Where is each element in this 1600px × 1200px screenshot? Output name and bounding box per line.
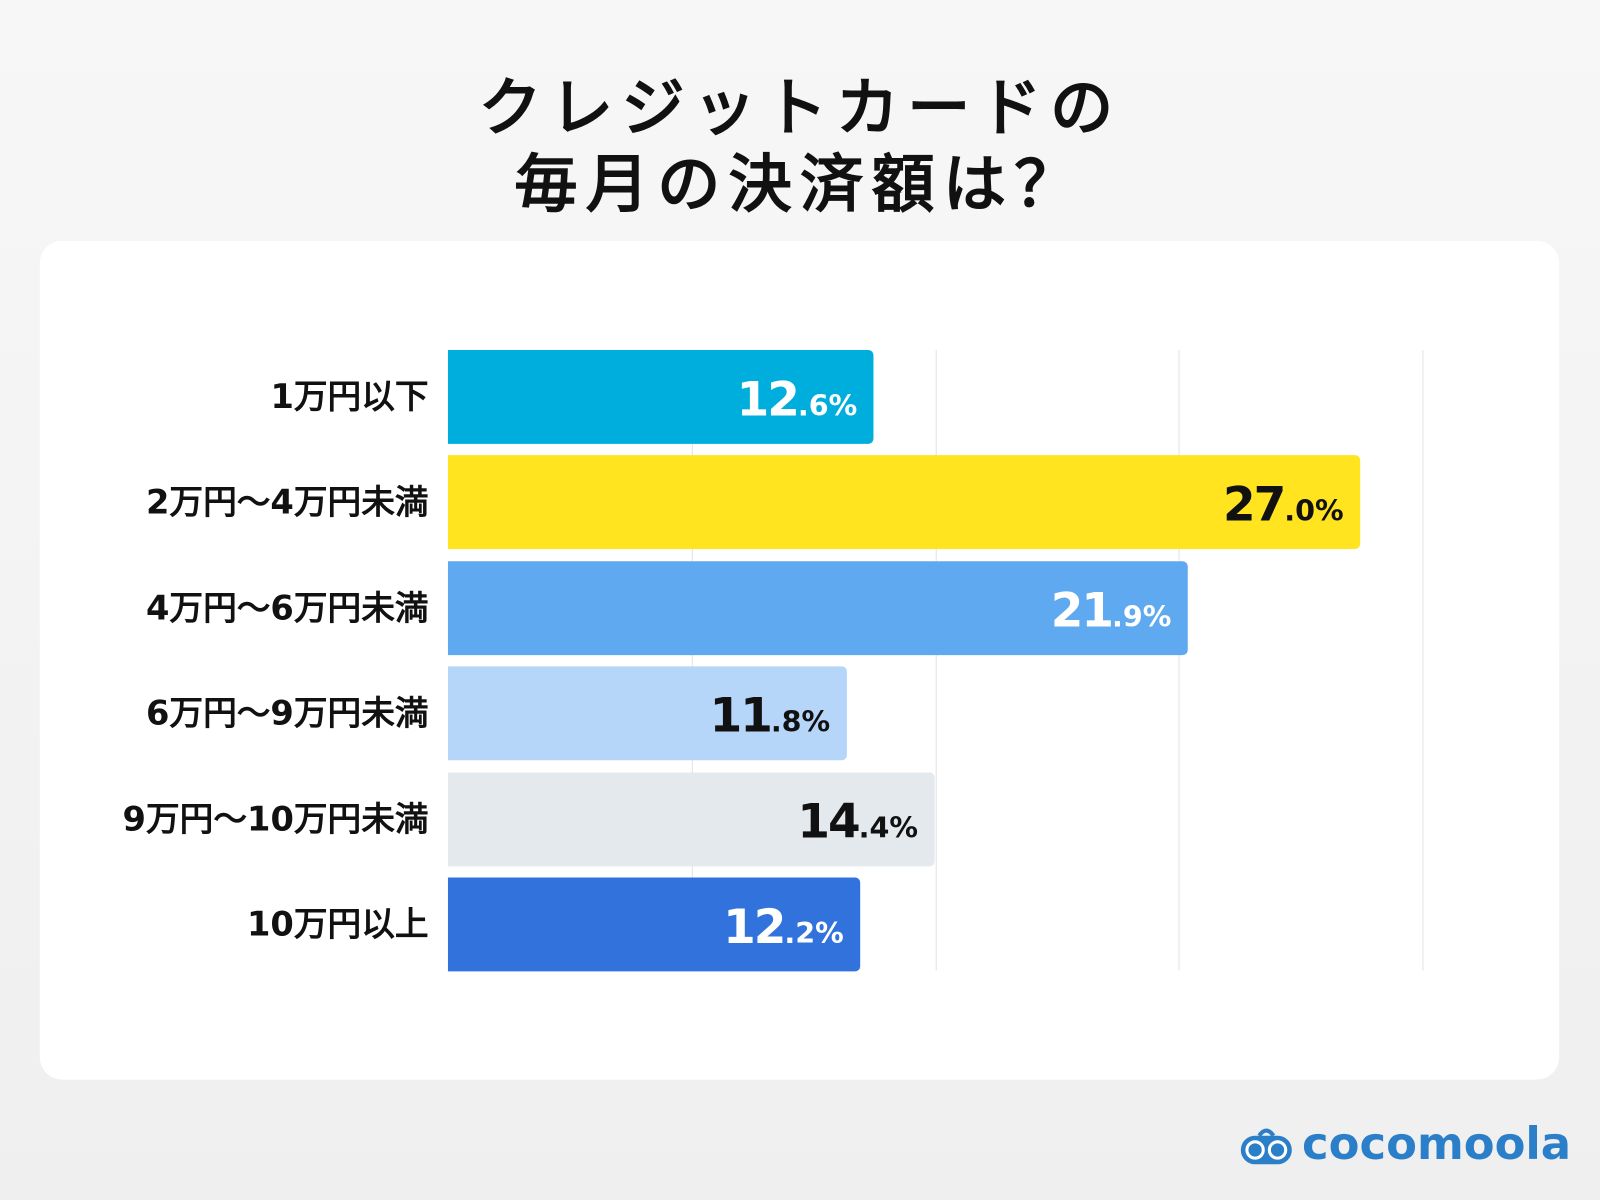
bar: 27.0%	[447, 455, 1360, 550]
data-label-integer: 12	[723, 898, 786, 955]
data-label: 12.6%	[737, 350, 858, 459]
data-label-decimal: .6%	[797, 388, 858, 423]
data-label-integer: 14	[797, 793, 860, 849]
cocomoola-logo-icon	[1240, 1128, 1292, 1164]
data-label-integer: 12	[736, 371, 800, 427]
category-label: 10万円以上	[247, 904, 429, 944]
chart-title-line-2: 毎月の決済額は？	[514, 146, 1086, 222]
gridline	[1422, 349, 1424, 971]
data-label-decimal: .2%	[784, 916, 844, 950]
category-label: 1万円以下	[270, 376, 429, 417]
bar: 21.9%	[447, 561, 1188, 655]
data-label-integer: 27	[1222, 476, 1286, 533]
data-label: 21.9%	[1051, 561, 1172, 670]
bar: 12.6%	[447, 349, 874, 444]
gridline	[935, 349, 937, 971]
category-label: 9万円〜10万円未満	[122, 798, 429, 839]
gridline	[691, 349, 693, 971]
data-label: 14.4%	[797, 772, 918, 881]
data-label: 27.0%	[1223, 455, 1344, 564]
data-label-decimal: .4%	[858, 810, 919, 845]
data-label-decimal: .9%	[1111, 599, 1172, 634]
brand-logo: cocomoola	[1239, 1118, 1571, 1170]
data-label-integer: 11	[709, 687, 773, 744]
data-label-decimal: .8%	[770, 705, 831, 739]
brand-name: cocomoola	[1302, 1118, 1572, 1171]
category-label: 2万円〜4万円未満	[145, 482, 429, 522]
data-label: 11.8%	[710, 667, 831, 776]
chart-title-line-1: クレジットカードの	[478, 70, 1122, 145]
category-label: 6万円〜9万円未満	[145, 693, 429, 733]
data-label: 12.2%	[723, 878, 844, 987]
data-label-decimal: .0%	[1284, 494, 1344, 528]
category-label: 4万円〜6万円未満	[145, 587, 429, 628]
bar: 14.4%	[447, 772, 935, 866]
gridline	[1178, 349, 1180, 971]
bar: 12.2%	[447, 877, 861, 972]
data-label-integer: 21	[1050, 582, 1114, 638]
bar: 11.8%	[447, 666, 847, 761]
